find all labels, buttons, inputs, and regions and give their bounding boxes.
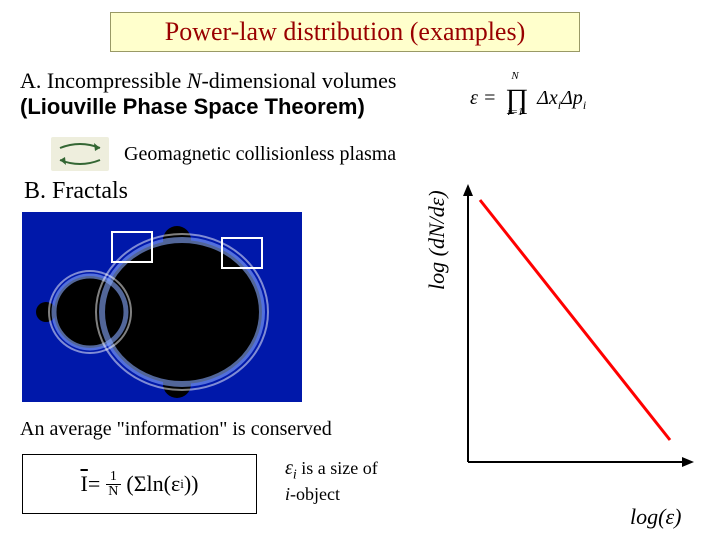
eq-dp: Δp [561, 87, 583, 109]
formula-one: 1 [106, 470, 121, 485]
xlabel-pre: log( [630, 504, 665, 529]
ylabel-pre: log (dN/d [424, 206, 449, 290]
xlabel-eps: ε [665, 504, 674, 529]
epsilon-note: εi is a size of i-object [285, 456, 378, 506]
eq-bot: i=1 [507, 106, 523, 118]
plasma-text: Geomagnetic collisionless plasma [124, 143, 396, 166]
arrow-exchange-icon [50, 136, 110, 172]
eq-dx: Δx [537, 87, 558, 109]
formula-ln: ln( [147, 471, 171, 497]
xlabel-post: ) [674, 504, 681, 529]
formula-I: I [81, 471, 88, 497]
eq-top: N [511, 70, 518, 82]
ylabel-post: ) [424, 190, 449, 197]
formula-frac: 1N [104, 470, 122, 499]
info-conserved-text: An average "information" is conserved [20, 418, 332, 441]
loglog-chart [460, 180, 700, 500]
formula-sigma: Σ [134, 471, 147, 497]
note-obj: -object [290, 484, 340, 504]
section-a-prefix: A. Incompressible [20, 68, 187, 93]
chart-xlabel: log(ε) [630, 504, 681, 530]
formula-rparen: )) [184, 471, 199, 497]
eq-eq: = [478, 87, 502, 109]
section-a-text: A. Incompressible N-dimensional volumes … [20, 68, 396, 120]
information-formula: I = 1N (Σln(εi)) [22, 454, 257, 514]
chart-ylabel: log (dN/dε) [424, 190, 450, 290]
plasma-row: Geomagnetic collisionless plasma [50, 136, 396, 172]
formula-eq: = [88, 471, 100, 497]
formula-eps: ε [171, 471, 180, 497]
section-b-text: B. Fractals [24, 178, 128, 205]
formula-lparen: ( [126, 471, 133, 497]
formula-N: N [104, 485, 122, 499]
section-a-N: N [187, 68, 202, 93]
slide-title: Power-law distribution (examples) [110, 12, 580, 52]
eq-i2: i [583, 98, 586, 112]
section-a-suffix: -dimensional volumes [201, 68, 396, 93]
epsilon-equation: ε = N ∏ i=1 ΔxiΔpi [470, 80, 586, 113]
note-eps: ε [285, 457, 293, 479]
fractal-image [22, 212, 302, 402]
eq-eps: ε [470, 87, 478, 109]
note-mid: is a size of [297, 458, 378, 478]
ylabel-eps: ε [424, 198, 449, 207]
section-a-subtitle: (Liouville Phase Space Theorem) [20, 94, 365, 119]
